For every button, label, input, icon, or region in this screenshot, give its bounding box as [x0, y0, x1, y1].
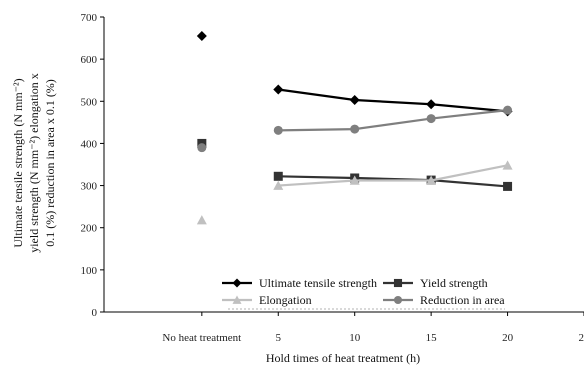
y-axis-title: Ultimate tensile strength (N mm⁻²) yield…	[11, 73, 57, 253]
legend-item: Elongation	[222, 293, 312, 307]
data-point	[503, 181, 513, 191]
y-tick-label: 300	[81, 181, 98, 193]
data-point	[273, 125, 283, 135]
legend-label: Ultimate tensile strength	[259, 276, 377, 290]
legend-item: Ultimate tensile strength	[222, 276, 377, 290]
y-tick-label: 500	[81, 96, 98, 108]
data-point	[349, 175, 360, 185]
x-axis-title: Hold times of heat treatment (h)	[266, 351, 420, 365]
data-point	[349, 95, 360, 106]
data-point	[273, 84, 284, 95]
data-point	[273, 171, 283, 181]
data-point-no-heat-treatment	[196, 215, 207, 225]
data-point-no-heat-treatment	[197, 143, 207, 153]
legend: Ultimate tensile strength Yield strength E…	[222, 276, 505, 307]
plot-area	[196, 30, 513, 310]
x-tick-label: No heat treatment	[162, 332, 241, 344]
data-point	[426, 99, 437, 110]
x-tick-label: 20	[502, 332, 514, 344]
series-line	[278, 164, 508, 187]
legend-marker	[232, 295, 242, 304]
y-tick-label: 400	[81, 138, 98, 150]
series-ultimate-tensile-strength	[196, 30, 513, 117]
data-point	[273, 180, 284, 190]
series-line	[278, 175, 508, 188]
x-tick-label: 5	[276, 332, 282, 344]
y-axis-title-line-2: yield strength (N mm⁻²) elongation x	[27, 73, 41, 253]
data-point	[426, 114, 436, 124]
y-axis-title-line-1: Ultimate tensile strength (N mm⁻²)	[11, 78, 25, 247]
legend-marker	[232, 278, 242, 288]
y-tick-label: 700	[81, 12, 98, 24]
legend-label: Reduction in area	[420, 293, 505, 307]
y-tick-label: 600	[81, 54, 98, 66]
legend-label: Yield strength	[420, 276, 488, 290]
series-line	[278, 109, 508, 132]
x-tick-labels: No heat treatment 5 10 15 20 25	[162, 332, 584, 344]
axes	[100, 16, 584, 316]
x-tick-label: 15	[426, 332, 438, 344]
y-tick-label: 100	[81, 265, 98, 277]
data-point-no-heat-treatment	[196, 30, 207, 41]
y-tick-labels: 0 100 200 300 400 500 600 700	[81, 12, 98, 319]
series-reduction-in-area	[197, 105, 513, 153]
x-tick-label: 10	[349, 332, 361, 344]
data-point	[502, 160, 513, 170]
data-point	[503, 105, 513, 115]
legend-item: Yield strength	[383, 276, 488, 290]
y-axis-title-line-3: 0.1 (%) reduction in area x 0.1 (%)	[43, 79, 57, 247]
legend-item: Reduction in area	[383, 293, 505, 307]
y-tick-label: 0	[92, 307, 98, 319]
series-line	[278, 88, 508, 113]
legend-marker	[393, 295, 403, 305]
legend-marker	[393, 278, 403, 288]
x-tick-label: 25	[579, 332, 584, 344]
y-tick-label: 200	[81, 223, 98, 235]
series-elongation	[196, 160, 513, 225]
legend-label: Elongation	[259, 293, 312, 307]
data-point	[350, 124, 360, 134]
data-point	[426, 175, 437, 185]
